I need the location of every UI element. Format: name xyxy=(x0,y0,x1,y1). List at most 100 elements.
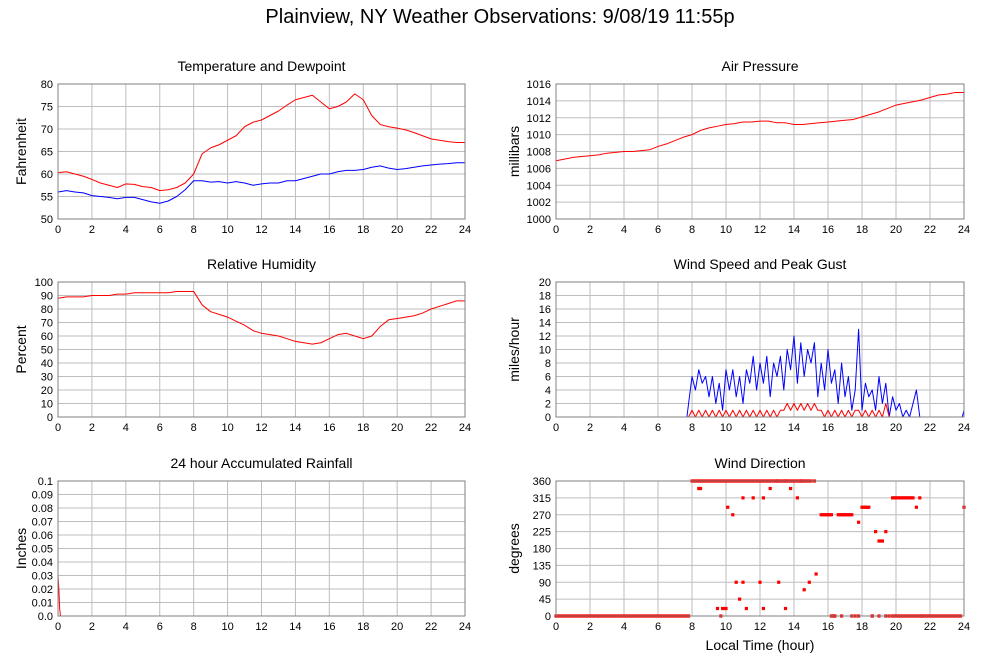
data-point xyxy=(741,496,745,500)
y-tick-label: 1004 xyxy=(527,180,551,192)
series-line-0 xyxy=(556,328,965,418)
x-tick-label: 16 xyxy=(822,224,834,236)
x-tick-label: 12 xyxy=(754,621,766,633)
y-tick-label: 180 xyxy=(533,544,551,556)
y-tick-label: 45 xyxy=(539,594,551,606)
x-tick-label: 4 xyxy=(123,621,129,633)
x-tick-label: 10 xyxy=(720,422,732,434)
x-tick-label: 20 xyxy=(391,621,403,633)
y-tick-label: 90 xyxy=(41,291,53,303)
y-tick-label: 0.01 xyxy=(32,598,53,610)
x-tick-label: 14 xyxy=(788,224,800,236)
data-point xyxy=(874,530,878,534)
x-tick-label: 22 xyxy=(425,224,437,236)
data-point xyxy=(761,496,765,500)
y-tick-label: 1008 xyxy=(527,147,551,159)
y-tick-label: 0 xyxy=(545,611,551,623)
y-tick-label: 0.03 xyxy=(32,571,53,583)
data-point xyxy=(783,606,788,611)
x-tick-label: 6 xyxy=(157,224,163,236)
y-tick-label: 0 xyxy=(47,412,53,424)
y-tick-label: 50 xyxy=(41,214,53,226)
y-axis-label: miles/hour xyxy=(506,317,522,382)
y-tick-label: 60 xyxy=(41,331,53,343)
x-tick-label: 12 xyxy=(255,422,267,434)
x-tick-label: 24 xyxy=(958,422,970,434)
y-axis-label: Fahrenheit xyxy=(13,118,29,185)
x-tick-label: 22 xyxy=(924,621,936,633)
x-tick-label: 18 xyxy=(357,224,369,236)
x-tick-label: 8 xyxy=(191,621,197,633)
x-tick-label: 2 xyxy=(89,224,95,236)
x-tick-label: 2 xyxy=(89,422,95,434)
data-point xyxy=(819,513,823,517)
chart-title: 24 hour Accumulated Rainfall xyxy=(170,455,352,471)
plot-frame xyxy=(57,281,466,418)
x-tick-label: 22 xyxy=(425,422,437,434)
data-point xyxy=(914,505,918,509)
data-point xyxy=(777,580,781,584)
y-tick-label: 80 xyxy=(41,79,53,91)
x-tick-label: 22 xyxy=(924,224,936,236)
y-tick-label: 0.08 xyxy=(32,503,53,515)
data-point xyxy=(744,606,748,611)
x-tick-label: 0 xyxy=(55,621,61,633)
y-axis-label: degrees xyxy=(506,523,522,574)
data-point xyxy=(761,606,765,611)
data-point xyxy=(731,513,735,517)
y-tick-label: 1012 xyxy=(527,113,551,125)
x-tick-label: 18 xyxy=(856,621,868,633)
x-tick-label: 24 xyxy=(958,621,970,633)
x-tick-label: 14 xyxy=(289,621,301,633)
y-axis-label: millibars xyxy=(506,126,522,177)
y-tick-label: 20 xyxy=(41,385,53,397)
x-tick-label: 20 xyxy=(890,621,902,633)
x-tick-label: 6 xyxy=(655,224,661,236)
x-tick-label: 6 xyxy=(655,621,661,633)
y-tick-label: 80 xyxy=(41,304,53,316)
y-tick-label: 4 xyxy=(545,385,551,397)
data-point xyxy=(807,580,811,584)
y-tick-label: 30 xyxy=(41,372,53,384)
data-point xyxy=(884,530,888,534)
x-tick-label: 4 xyxy=(123,224,129,236)
x-tick-label: 4 xyxy=(621,621,627,633)
x-tick-label: 4 xyxy=(123,422,129,434)
chart-title: Relative Humidity xyxy=(207,256,316,272)
series-line-1 xyxy=(556,403,964,418)
data-point xyxy=(789,486,793,491)
data-point xyxy=(738,597,742,601)
y-tick-label: 55 xyxy=(41,192,53,204)
series-line-1 xyxy=(57,162,465,204)
data-point xyxy=(726,505,730,509)
x-tick-label: 22 xyxy=(425,621,437,633)
y-tick-label: 1000 xyxy=(527,214,551,226)
x-tick-label: 14 xyxy=(788,422,800,434)
plot-frame xyxy=(57,83,466,220)
data-point xyxy=(836,513,840,517)
y-tick-label: 270 xyxy=(533,510,551,522)
x-tick-label: 24 xyxy=(459,621,471,633)
data-point xyxy=(857,520,861,524)
data-point xyxy=(802,588,806,592)
data-point xyxy=(734,580,738,584)
x-tick-label: 0 xyxy=(553,621,559,633)
y-tick-label: 135 xyxy=(533,560,551,572)
y-tick-label: 225 xyxy=(533,527,551,539)
x-tick-label: 12 xyxy=(255,621,267,633)
x-tick-label: 2 xyxy=(587,422,593,434)
x-tick-label: 16 xyxy=(822,422,834,434)
x-tick-label: 0 xyxy=(55,422,61,434)
data-point xyxy=(741,580,745,584)
x-tick-label: 12 xyxy=(754,224,766,236)
plot-frame xyxy=(57,480,466,617)
x-tick-label: 10 xyxy=(221,621,233,633)
x-tick-label: 18 xyxy=(357,422,369,434)
plot-frame xyxy=(555,281,965,418)
